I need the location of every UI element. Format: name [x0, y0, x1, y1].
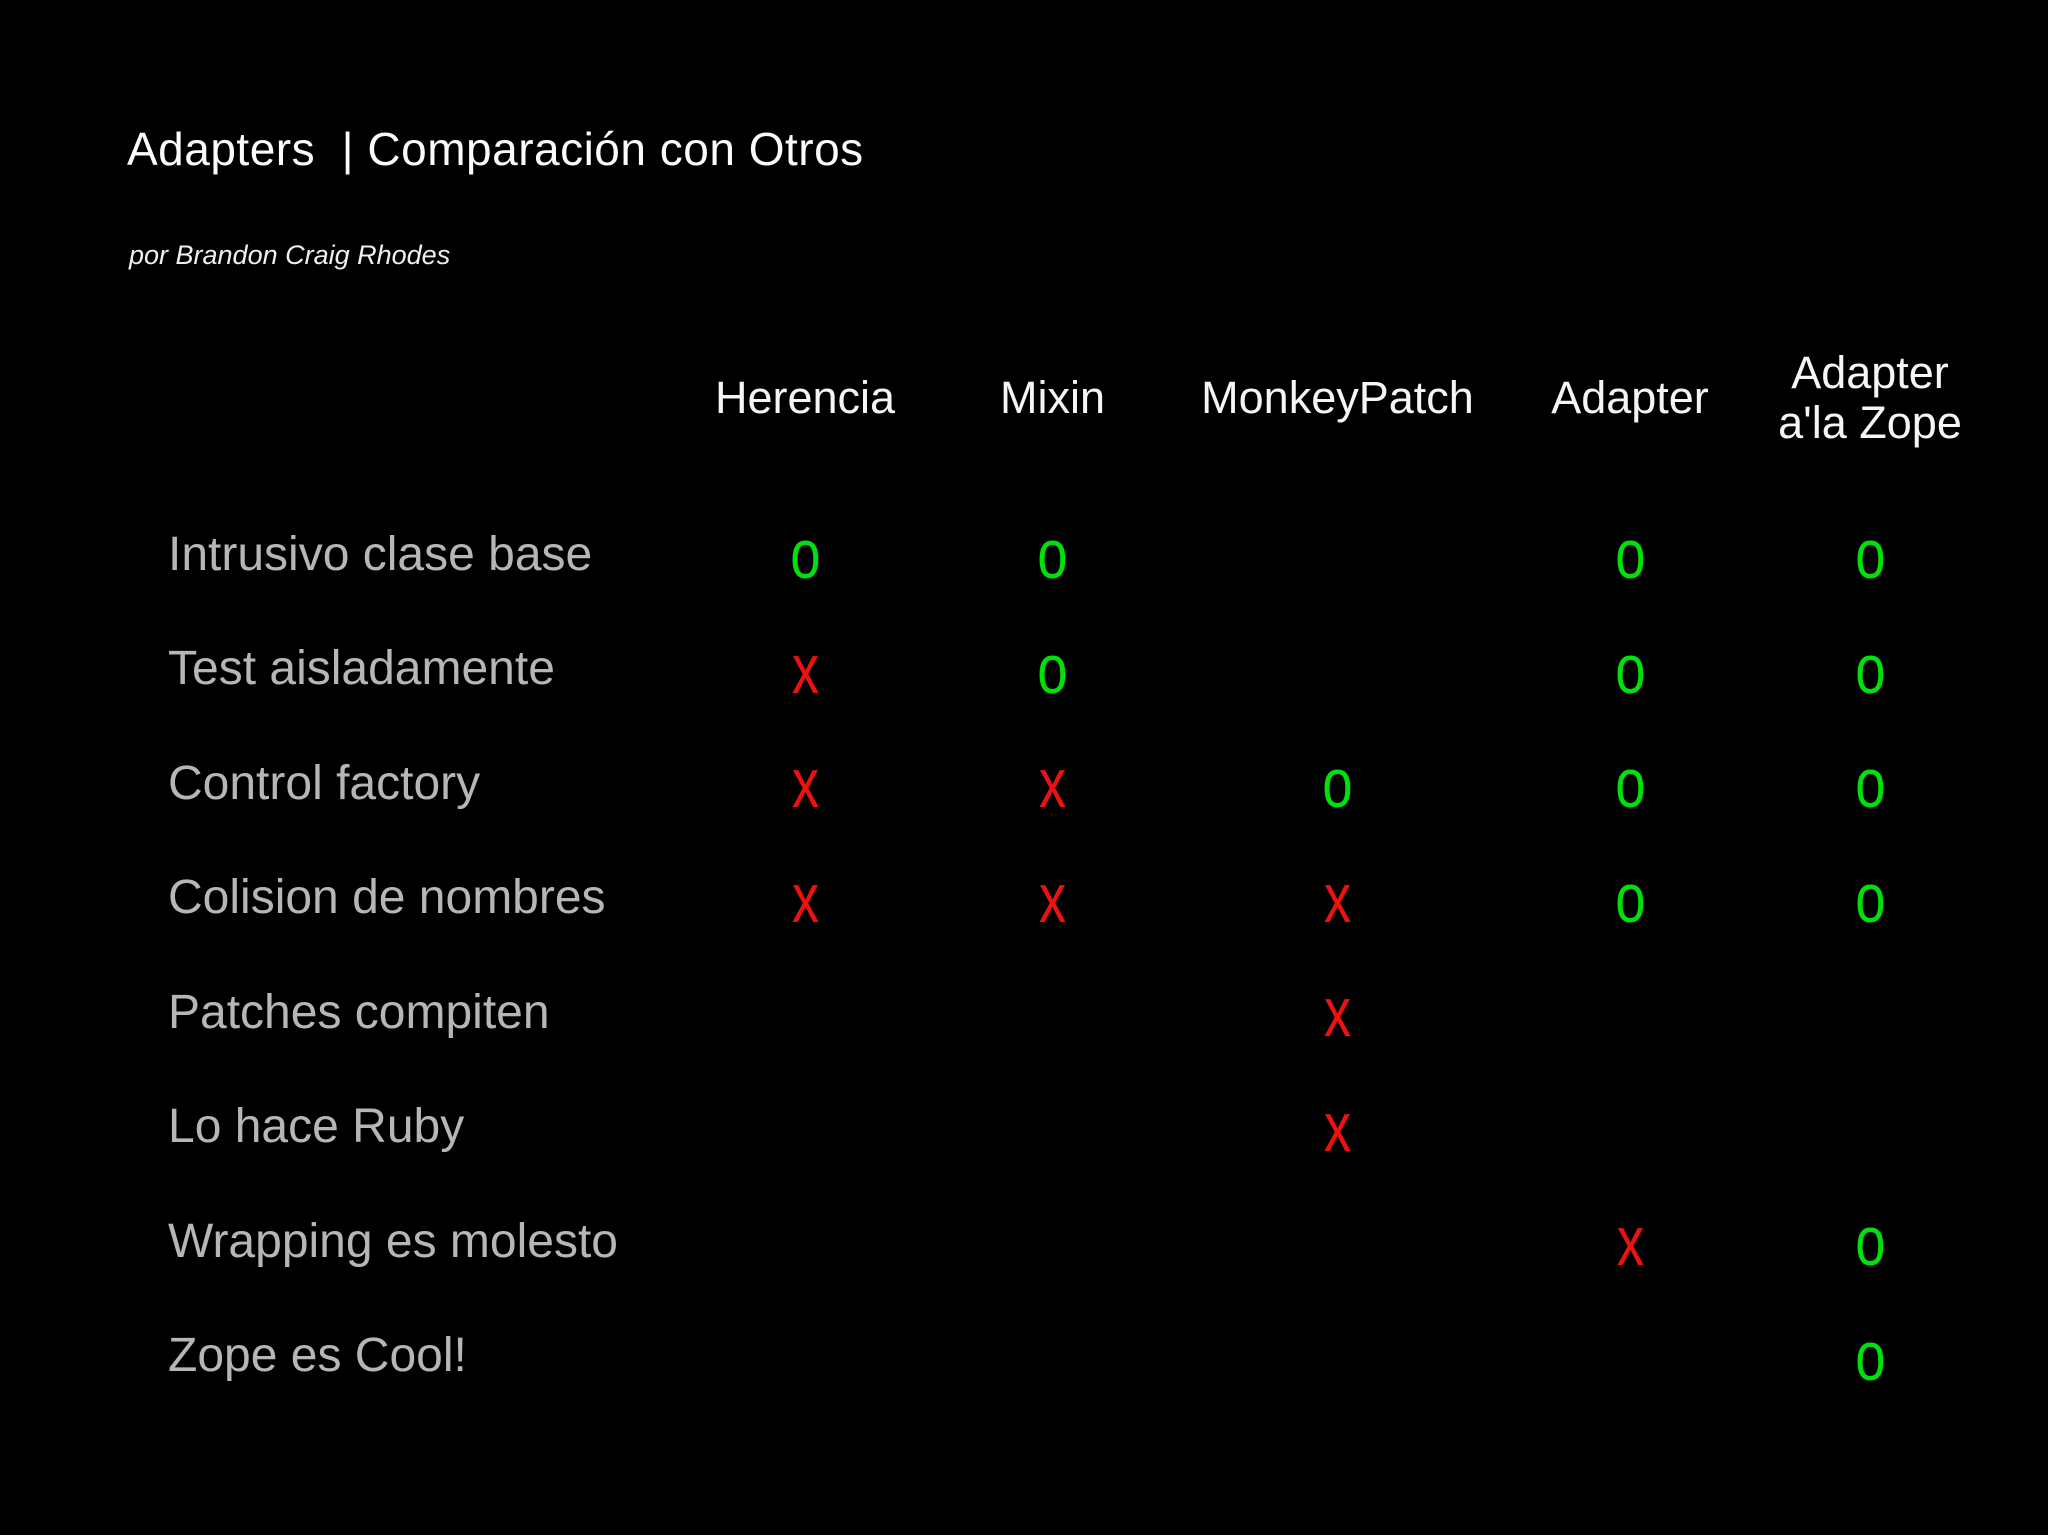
- row-label: Lo hace Ruby: [168, 1100, 465, 1154]
- row-label: Control factory: [168, 756, 481, 810]
- table-row: Intrusivo clase base o o o o: [0, 497, 2048, 612]
- table-row: Lo hace Ruby x: [0, 1070, 2048, 1185]
- mark-glyph: x: [1616, 1202, 1644, 1281]
- slide-title: Adapters | Comparación con Otros: [127, 123, 864, 175]
- mark-glyph: o: [1322, 744, 1353, 823]
- fail-mark: x: [690, 748, 920, 818]
- mark-glyph: x: [1038, 744, 1067, 823]
- pass-mark: o: [920, 634, 1185, 704]
- pass-mark: o: [690, 519, 920, 589]
- pass-mark: o: [920, 519, 1185, 589]
- row-label: Test aisladamente: [168, 642, 555, 696]
- row-label: Colision de nombres: [168, 871, 606, 925]
- pass-mark: o: [1490, 863, 1770, 933]
- mark-glyph: o: [1614, 858, 1646, 937]
- fail-mark: x: [1185, 977, 1490, 1047]
- mark-glyph: o: [1614, 515, 1646, 594]
- slide-subtitle: por Brandon Craig Rhodes: [129, 240, 451, 270]
- mark-glyph: o: [1854, 515, 1886, 594]
- fail-mark: x: [920, 748, 1185, 818]
- row-label: Patches compiten: [168, 985, 550, 1039]
- mark-glyph: o: [1854, 858, 1886, 937]
- row-label: Zope es Cool!: [168, 1329, 467, 1383]
- pass-mark: o: [1185, 748, 1490, 818]
- mark-glyph: x: [1038, 858, 1067, 937]
- table-row: Patches compiten x: [0, 955, 2048, 1070]
- pass-mark: o: [1770, 519, 1970, 589]
- pass-mark: o: [1770, 634, 1970, 704]
- row-label: Intrusivo clase base: [168, 527, 593, 581]
- mark-glyph: x: [1323, 1087, 1352, 1166]
- mark-glyph: o: [1037, 629, 1068, 708]
- table-row: Colision de nombres x x x o o: [0, 841, 2048, 956]
- table-row: Wrapping es molesto x o: [0, 1184, 2048, 1299]
- row-label: Wrapping es molesto: [168, 1214, 618, 1268]
- table-row: Zope es Cool! o: [0, 1299, 2048, 1414]
- pass-mark: o: [1770, 863, 1970, 933]
- mark-glyph: x: [1323, 858, 1352, 937]
- pass-mark: o: [1770, 1321, 1970, 1391]
- column-header: Mixin: [999, 371, 1105, 423]
- pass-mark: o: [1770, 748, 1970, 818]
- mark-glyph: o: [1854, 1202, 1886, 1281]
- table-row: Test aisladamente x o o o: [0, 612, 2048, 727]
- fail-mark: x: [1185, 863, 1490, 933]
- mark-glyph: o: [1614, 629, 1646, 708]
- mark-glyph: x: [791, 744, 819, 823]
- pass-mark: o: [1490, 634, 1770, 704]
- mark-glyph: o: [1854, 744, 1886, 823]
- mark-glyph: o: [1854, 629, 1886, 708]
- pass-mark: o: [1490, 748, 1770, 818]
- fail-mark: x: [1490, 1206, 1770, 1276]
- mark-glyph: o: [1037, 515, 1068, 594]
- column-header: MonkeyPatch: [1201, 371, 1474, 423]
- fail-mark: x: [1185, 1092, 1490, 1162]
- fail-mark: x: [920, 863, 1185, 933]
- mark-glyph: x: [791, 858, 819, 937]
- mark-glyph: o: [1614, 744, 1646, 823]
- fail-mark: x: [690, 634, 920, 704]
- pass-mark: o: [1770, 1206, 1970, 1276]
- pass-mark: o: [1490, 519, 1770, 589]
- mark-glyph: o: [789, 515, 821, 594]
- comparison-table-body: Intrusivo clase base o o o o Test aisladament…: [0, 497, 2048, 1413]
- fail-mark: x: [690, 863, 920, 933]
- column-header: Adapter a'la Zope: [1778, 346, 1962, 448]
- mark-glyph: x: [1323, 973, 1352, 1052]
- mark-glyph: x: [791, 629, 819, 708]
- column-header: Adapter: [1551, 371, 1709, 423]
- mark-glyph: o: [1854, 1316, 1886, 1395]
- column-header: Herencia: [714, 371, 896, 423]
- table-header-row: Herencia Mixin MonkeyPatch Adapter Adapter a…: [0, 330, 2048, 466]
- table-row: Control factory x x o o o: [0, 726, 2048, 841]
